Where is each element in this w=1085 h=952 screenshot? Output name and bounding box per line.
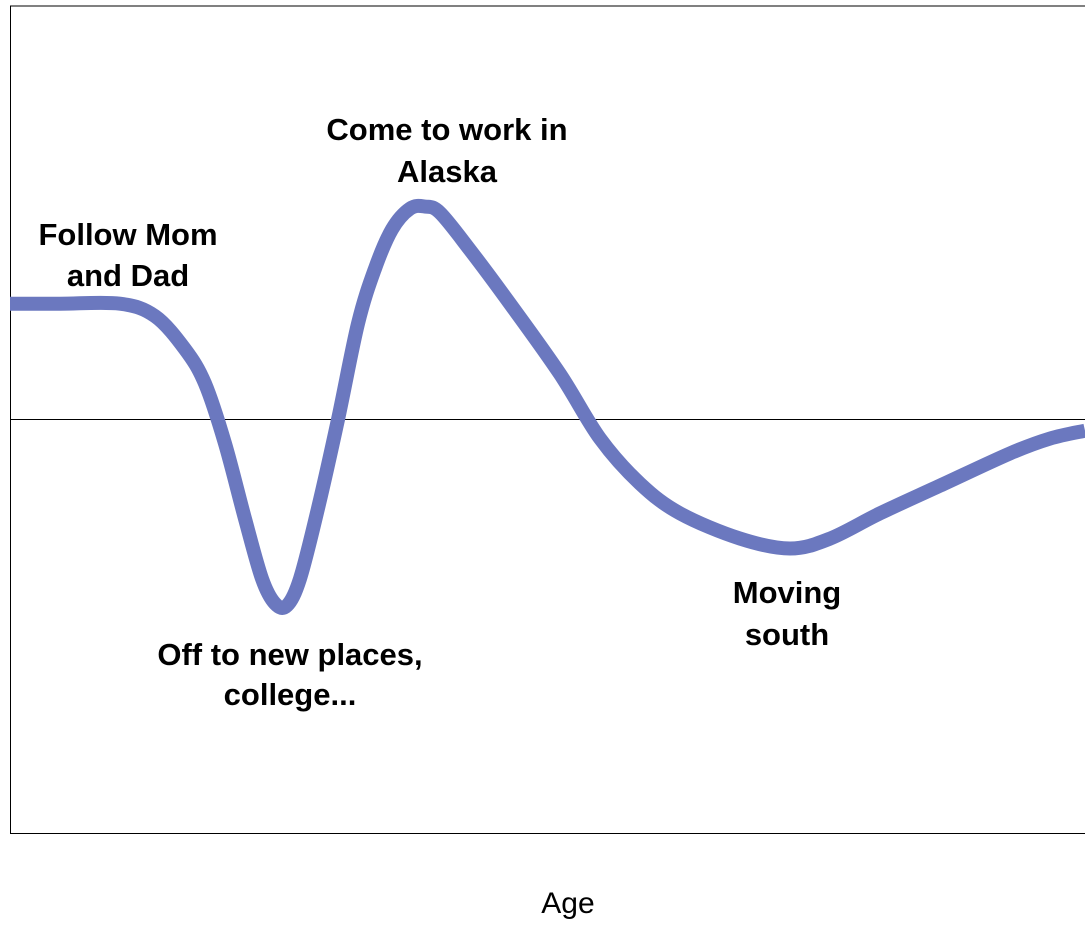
annotation: college... — [224, 677, 357, 712]
annotation: Alaska — [397, 154, 498, 189]
annotation: Follow Mom — [38, 217, 217, 252]
annotation: Off to new places, — [157, 637, 422, 672]
line — [10, 198, 1085, 615]
annotation: Moving — [733, 575, 842, 610]
annotation: and Dad — [67, 258, 189, 293]
annotation: Come to work in — [326, 112, 567, 147]
annotation: south — [745, 617, 829, 652]
x-axis-label: Age — [541, 887, 594, 920]
